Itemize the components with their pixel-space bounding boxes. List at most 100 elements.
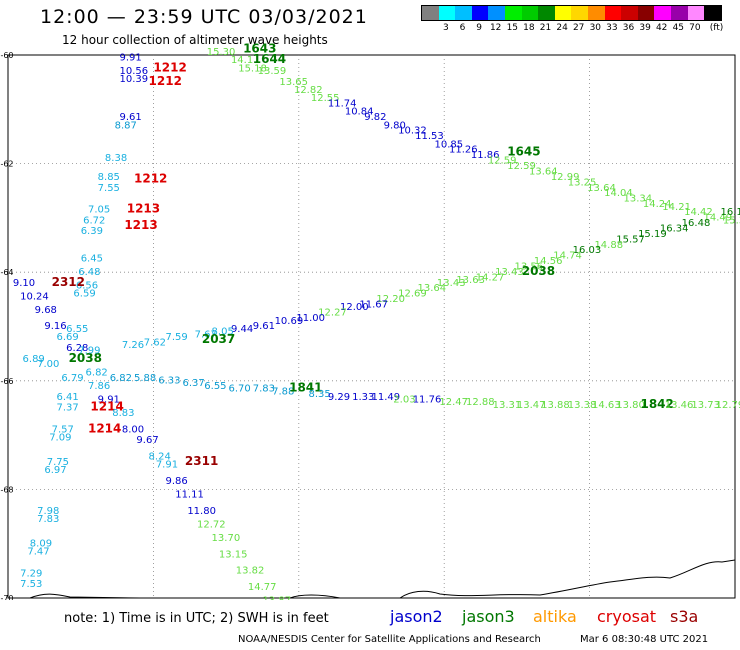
wave-height-label: 6.70 [229,384,251,395]
legend-swatch [471,6,489,20]
pass-time-label: 1212 [134,172,167,186]
wave-height-label: 6.59 [73,289,95,300]
wave-height-label: 7.57 [52,424,74,435]
wave-height-label: 11.49 [372,392,401,403]
wave-height-label: 13.63 [456,275,485,286]
wave-height-label: 5.88 [134,373,156,384]
pass-time-label: 2038 [69,351,102,365]
legend-color-bar [421,5,722,21]
legend-swatch [604,6,622,20]
legend-label: 6 [459,23,466,33]
wave-height-label: 13.64 [418,283,447,294]
wave-height-label: 13.88 [541,400,570,411]
legend-swatch [554,6,572,20]
pass-time-label: 1841 [289,381,322,395]
wave-height-label: 10.56 [119,66,148,77]
wave-height-label: 9.61 [253,321,275,332]
wave-height-label: 7.62 [144,338,166,349]
wave-height-label: 7.98 [37,506,59,517]
wave-height-label: 9.61 [119,112,141,123]
wave-height-label: 7.05 [88,204,110,215]
legend-label: 24 [556,23,568,33]
wave-height-label: 7.53 [20,579,42,590]
wave-height-label: 12.59 [488,156,517,167]
legend-label: 15 [506,23,519,33]
pass-time-label: 1213 [124,218,157,232]
wave-height-label: 14.74 [553,251,582,262]
wave-height-label: 10.24 [20,291,49,302]
wave-height-label: 6.28 [66,343,88,354]
pass-time-label: 1643 [243,41,276,55]
wave-height-label: 8.85 [98,172,120,183]
wave-height-label: 14.49 [703,213,732,224]
wave-height-label: 14.77 [248,582,277,593]
wave-height-label: 13.38 [568,400,597,411]
wave-height-label: 6.55 [66,324,88,335]
pass-time-label: 1644 [253,52,286,66]
timestamp-text: Mar 6 08:30:48 UTC 2021 [580,634,709,645]
wave-height-label: 7.88 [272,386,294,397]
y-tick-label: -70 [0,594,13,600]
legend-swatch [571,6,588,20]
legend-label: 3 [443,23,449,33]
wave-height-label: 12.00 [340,302,369,313]
wave-height-label: 14.56 [534,256,563,267]
legend-swatch [704,6,721,20]
wave-height-label: 13.65 [279,77,308,88]
legend-swatch [637,6,655,20]
wave-height-label: 13.70 [212,533,241,544]
wave-height-label: 13.31 [493,400,522,411]
legend-swatch [687,6,705,20]
y-tick-label: -62 [0,160,13,169]
legend-swatch [670,6,688,20]
wave-height-label: 11.86 [471,150,500,161]
wave-height-label: 14.88 [594,240,623,251]
legend-swatch [654,6,671,20]
wave-height-label: 13.80 [616,400,645,411]
legend-label: 18 [523,23,535,33]
pass-time-label: 1213 [127,201,160,215]
wave-height-label: 9.29 [328,392,350,403]
wave-height-label: 6.82 [110,373,132,384]
legend-swatch [621,6,638,20]
legend-label: 42 [655,23,668,33]
wave-height-label: 9.10 [13,278,35,289]
wave-height-label: 11.76 [413,395,442,406]
wave-height-label: 9.16 [44,321,66,332]
wave-height-label: 13.64 [587,183,616,194]
wave-height-label: 14.27 [476,272,505,283]
wave-height-label: 15.32 [723,215,740,226]
wave-height-label: 7.99 [78,346,100,357]
wave-height-label: 11.00 [296,313,325,324]
color-legend: 3 6 9 12 15 18 21 24 27 30 33 36 39 42 45 70 (ft) [421,5,723,35]
wave-height-label: 15.30 [207,47,236,58]
wave-height-label: 13.64 [529,166,558,177]
wave-height-label: 9.82 [364,112,386,123]
wave-height-label: 8.38 [105,153,127,164]
pass-time-label: 1214 [88,421,121,435]
wave-height-label: 13.43 [495,267,524,278]
legend-swatch [488,6,505,20]
wave-height-label: 7.29 [20,568,42,579]
wave-height-label: 11.53 [415,131,444,142]
wave-height-label: 9.80 [384,120,406,131]
wave-height-label: 13.34 [624,194,653,205]
wave-height-label: 7.00 [37,359,59,370]
satellite-legend-jason2: jason2 [390,607,443,626]
wave-height-label: 14.1 [231,55,253,66]
wave-height-label: 11.11 [175,490,204,501]
wave-height-label: 13.87 [262,595,291,600]
coastline [29,559,736,599]
pass-time-label: 2311 [185,454,218,468]
pass-time-label: 2037 [202,332,235,346]
y-tick-label: -66 [0,377,13,386]
legend-label: 12 [489,23,502,33]
legend-swatch [521,6,539,20]
wave-height-label: 7.59 [166,332,188,343]
wave-height-label: 6.33 [158,376,180,387]
pass-time-label: 1212 [153,60,186,74]
legend-swatch [538,6,555,20]
wave-height-label: 7.67 [195,329,217,340]
wave-height-label: 13.43 [437,278,466,289]
wave-height-label: 7.91 [156,460,178,471]
